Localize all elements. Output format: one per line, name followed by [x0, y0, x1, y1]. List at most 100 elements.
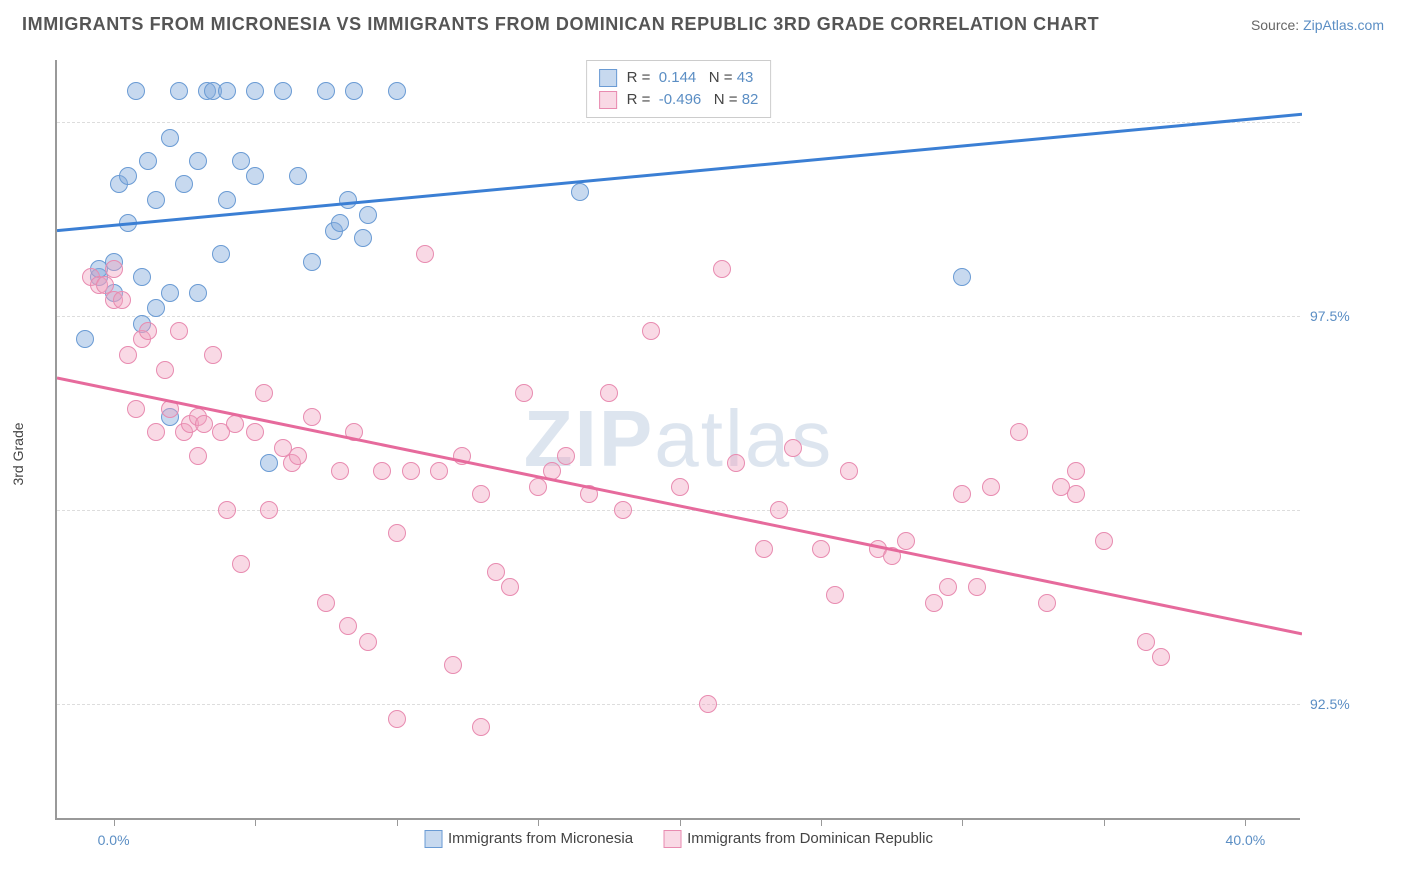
scatter-point — [260, 454, 278, 472]
scatter-point — [147, 299, 165, 317]
legend-item: Immigrants from Dominican Republic — [663, 830, 933, 848]
scatter-point — [699, 695, 717, 713]
scatter-point — [444, 656, 462, 674]
x-tick-label: 0.0% — [98, 832, 130, 848]
scatter-point — [119, 214, 137, 232]
scatter-point — [388, 82, 406, 100]
scatter-point — [175, 175, 193, 193]
scatter-point — [373, 462, 391, 480]
scatter-point — [170, 82, 188, 100]
scatter-point — [580, 485, 598, 503]
scatter-point — [755, 540, 773, 558]
plot-area: ZIPatlas 92.5%97.5%0.0%40.0%R = 0.144 N … — [55, 60, 1300, 820]
correlation-legend: R = 0.144 N = 43R = -0.496 N = 82 — [586, 60, 772, 118]
scatter-point — [1038, 594, 1056, 612]
y-tick-label: 92.5% — [1310, 696, 1375, 712]
scatter-point — [345, 82, 363, 100]
scatter-point — [161, 284, 179, 302]
scatter-point — [543, 462, 561, 480]
scatter-point — [339, 617, 357, 635]
scatter-point — [359, 633, 377, 651]
scatter-point — [189, 284, 207, 302]
scatter-point — [246, 82, 264, 100]
scatter-point — [119, 167, 137, 185]
watermark: ZIPatlas — [524, 393, 833, 485]
scatter-point — [925, 594, 943, 612]
legend-item: Immigrants from Micronesia — [424, 830, 633, 848]
x-tick — [821, 818, 822, 826]
scatter-point — [671, 478, 689, 496]
scatter-point — [784, 439, 802, 457]
x-tick — [397, 818, 398, 826]
scatter-point — [218, 191, 236, 209]
scatter-point — [127, 400, 145, 418]
scatter-point — [953, 485, 971, 503]
x-tick — [114, 818, 115, 826]
scatter-point — [339, 191, 357, 209]
scatter-point — [289, 447, 307, 465]
scatter-point — [812, 540, 830, 558]
scatter-point — [119, 346, 137, 364]
legend-label: Immigrants from Micronesia — [448, 830, 633, 847]
scatter-point — [1152, 648, 1170, 666]
scatter-point — [529, 478, 547, 496]
scatter-point — [416, 245, 434, 263]
x-tick — [1245, 818, 1246, 826]
gridline — [57, 510, 1300, 511]
scatter-point — [897, 532, 915, 550]
scatter-point — [939, 578, 957, 596]
legend-swatch — [599, 91, 617, 109]
scatter-point — [232, 555, 250, 573]
scatter-point — [1095, 532, 1113, 550]
scatter-point — [255, 384, 273, 402]
x-tick — [255, 818, 256, 826]
x-tick — [962, 818, 963, 826]
scatter-point — [317, 82, 335, 100]
scatter-point — [487, 563, 505, 581]
scatter-point — [226, 415, 244, 433]
scatter-point — [161, 400, 179, 418]
scatter-point — [317, 594, 335, 612]
scatter-point — [515, 384, 533, 402]
scatter-point — [359, 206, 377, 224]
scatter-point — [331, 462, 349, 480]
scatter-point — [204, 346, 222, 364]
scatter-point — [1067, 462, 1085, 480]
scatter-point — [139, 152, 157, 170]
gridline — [57, 316, 1300, 317]
scatter-point — [968, 578, 986, 596]
scatter-point — [189, 447, 207, 465]
x-tick — [680, 818, 681, 826]
scatter-point — [303, 253, 321, 271]
x-tick — [1104, 818, 1105, 826]
scatter-point — [1137, 633, 1155, 651]
scatter-point — [600, 384, 618, 402]
scatter-point — [139, 322, 157, 340]
scatter-point — [388, 524, 406, 542]
regression-line — [57, 60, 1302, 820]
scatter-point — [388, 710, 406, 728]
scatter-point — [331, 214, 349, 232]
scatter-point — [189, 152, 207, 170]
source-attribution: Source: ZipAtlas.com — [1251, 17, 1384, 33]
legend-row: R = 0.144 N = 43 — [599, 67, 759, 89]
series-legend: Immigrants from Micronesia Immigrants fro… — [424, 830, 933, 848]
scatter-point — [354, 229, 372, 247]
scatter-point — [402, 462, 420, 480]
scatter-point — [76, 330, 94, 348]
scatter-point — [826, 586, 844, 604]
scatter-point — [1067, 485, 1085, 503]
scatter-point — [289, 167, 307, 185]
scatter-point — [345, 423, 363, 441]
scatter-point — [232, 152, 250, 170]
scatter-point — [147, 423, 165, 441]
scatter-point — [472, 485, 490, 503]
scatter-point — [246, 167, 264, 185]
gridline — [57, 122, 1300, 123]
y-axis-label: 3rd Grade — [10, 422, 26, 485]
source-link[interactable]: ZipAtlas.com — [1303, 17, 1384, 33]
scatter-point — [113, 291, 131, 309]
scatter-point — [883, 547, 901, 565]
scatter-point — [274, 82, 292, 100]
scatter-point — [1010, 423, 1028, 441]
